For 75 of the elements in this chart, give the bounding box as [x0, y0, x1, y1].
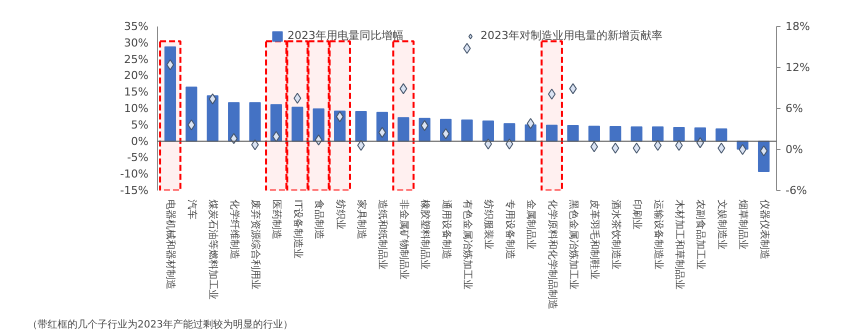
y-tick-label: 25% [124, 52, 149, 66]
x-tick-label: 化学纤维制造 [228, 200, 240, 260]
point [484, 138, 492, 150]
bar [186, 86, 198, 142]
x-tick-label: 金属制品业 [525, 200, 538, 250]
x-tick-label: 食品制造 [313, 200, 326, 240]
x-tick-label: 通用设备制造 [440, 200, 452, 260]
x-tick-label: 农副食品加工业 [694, 200, 707, 270]
legend-label: 2023年对制造业用电量的新增贡献率 [480, 28, 662, 43]
x-tick-label: 化学原料和化学制品制造 [546, 200, 558, 310]
y-tick-label: 30% [124, 36, 149, 50]
point [272, 131, 280, 142]
x-tick-label: 橡胶塑料制品业 [419, 200, 432, 270]
bar [588, 126, 600, 142]
x-tick-label: 电器机械和器材制造 [164, 200, 177, 290]
y-tick-label: 0% [131, 134, 148, 148]
y2-tick-label: 18% [786, 20, 810, 33]
point [590, 141, 598, 152]
x-tick-label: 酒水茶饮制造业 [610, 200, 622, 270]
x-tick-label: IT设备制造业 [292, 200, 304, 259]
point [654, 140, 662, 151]
y2-tick-label: 12% [786, 61, 810, 74]
x-tick-label: 专用设备制造 [504, 200, 516, 260]
legend-label: 2023年用电量同比增幅 [288, 28, 404, 43]
y2-tick-label: 6% [786, 102, 803, 115]
bar [546, 124, 558, 142]
bar [652, 126, 664, 142]
x-tick-label: 烟草制品业 [737, 200, 750, 250]
y-tick-label: 15% [124, 86, 149, 99]
point [166, 59, 174, 70]
x-tick-label: 皮革羽毛和制鞋业 [588, 200, 601, 280]
bar [164, 46, 176, 142]
bar [398, 117, 410, 142]
bar [716, 128, 728, 142]
y-tick-label: 10% [124, 102, 149, 115]
x-tick-label: 印刷业 [631, 200, 644, 230]
y2-tick-label: 0% [786, 143, 803, 156]
x-tick-label: 造纸和纸制品业 [376, 200, 389, 270]
y-tick-label: -15% [120, 184, 149, 197]
x-tick-label: 黑色金属冶炼加工业 [567, 200, 580, 290]
point [738, 144, 746, 155]
x-tick-label: 运输设备制造业 [652, 200, 664, 270]
y-tick-label: -5% [127, 151, 148, 164]
x-tick-label: 煤炭石油等燃料加工业 [207, 200, 220, 300]
x-tick-label: 汽车 [186, 200, 198, 220]
y-tick-label: 35% [124, 20, 149, 33]
x-tick-label: 废弃资源综合利用业 [250, 200, 262, 290]
x-tick-label: 有色金属冶炼加工业 [462, 200, 474, 290]
y-tick-label: 5% [131, 118, 148, 132]
bar [610, 126, 622, 142]
point [548, 88, 556, 100]
bar [355, 110, 367, 142]
bar [630, 126, 642, 142]
bar [461, 119, 473, 142]
bar [567, 125, 579, 142]
x-tick-label: 纺织服装业 [482, 200, 495, 250]
x-tick-label: 木材加工和草制品业 [673, 200, 686, 290]
x-tick-label: 文娱制造业 [716, 200, 728, 250]
x-tick-label: 医药制造 [270, 200, 283, 240]
bar [249, 102, 261, 142]
x-tick-label: 家具制造 [356, 200, 368, 240]
x-tick-label: 非金属矿物制品业 [398, 200, 410, 280]
y-tick-label: 20% [124, 69, 149, 82]
bar [673, 127, 685, 142]
point [336, 111, 344, 122]
y2-tick-label: -6% [786, 184, 807, 197]
bar [292, 106, 304, 142]
x-tick-label: 仪器仪表制造 [758, 200, 770, 260]
bar [206, 95, 218, 142]
point [230, 133, 238, 144]
text: （带红框的几个子行业为2023年产能过剩较为明显的行业） [28, 318, 293, 330]
y-tick-label: -10% [120, 168, 149, 181]
bar [504, 123, 516, 142]
x-tick-label: 纺织业 [334, 200, 346, 230]
bar [482, 120, 494, 142]
